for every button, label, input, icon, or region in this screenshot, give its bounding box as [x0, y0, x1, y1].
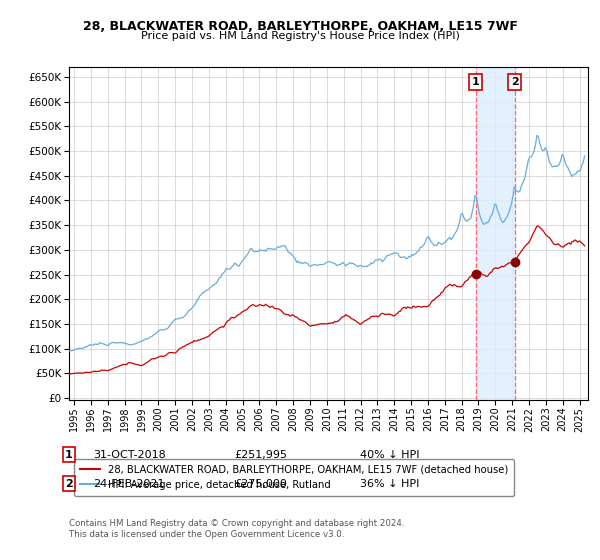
Text: Contains HM Land Registry data © Crown copyright and database right 2024.
This d: Contains HM Land Registry data © Crown c…: [69, 519, 404, 539]
Text: 2: 2: [511, 77, 518, 87]
Text: £275,000: £275,000: [234, 479, 287, 489]
Legend: 28, BLACKWATER ROAD, BARLEYTHORPE, OAKHAM, LE15 7WF (detached house), HPI: Avera: 28, BLACKWATER ROAD, BARLEYTHORPE, OAKHA…: [74, 459, 514, 496]
Bar: [476, 67, 515, 400]
Text: 31-OCT-2018: 31-OCT-2018: [93, 450, 166, 460]
Text: 28, BLACKWATER ROAD, BARLEYTHORPE, OAKHAM, LE15 7WF: 28, BLACKWATER ROAD, BARLEYTHORPE, OAKHA…: [83, 20, 517, 32]
Text: 40% ↓ HPI: 40% ↓ HPI: [360, 450, 419, 460]
Text: 24-FEB-2021: 24-FEB-2021: [93, 479, 164, 489]
Text: Price paid vs. HM Land Registry's House Price Index (HPI): Price paid vs. HM Land Registry's House …: [140, 31, 460, 41]
Text: £251,995: £251,995: [234, 450, 287, 460]
Text: 1: 1: [472, 77, 479, 87]
Text: 1: 1: [65, 450, 73, 460]
Text: 2: 2: [65, 479, 73, 489]
Text: 36% ↓ HPI: 36% ↓ HPI: [360, 479, 419, 489]
